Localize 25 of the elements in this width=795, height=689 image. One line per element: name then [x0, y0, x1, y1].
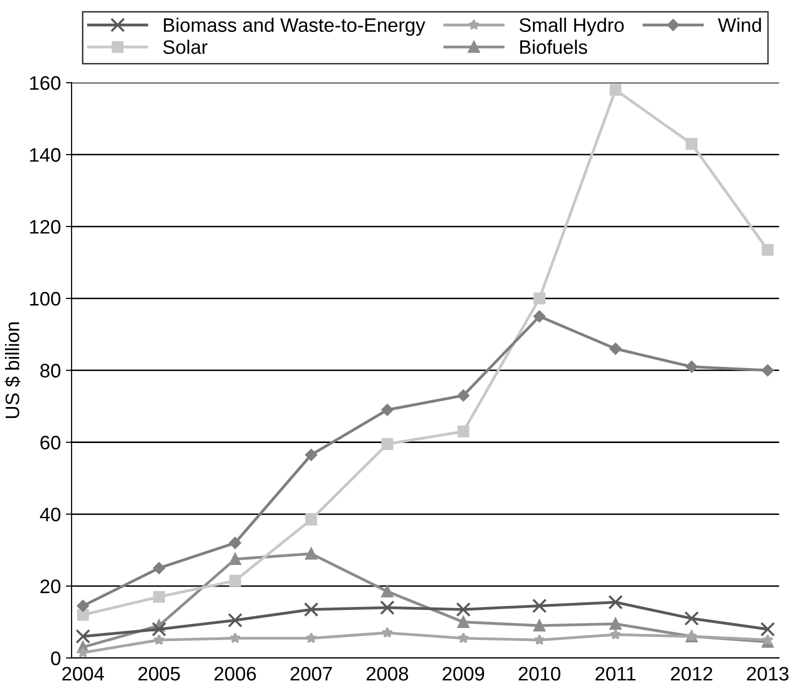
y-tick-label: 20	[40, 580, 60, 594]
x-tick-label: 2008	[366, 666, 408, 681]
legend-label: Wind	[718, 18, 761, 32]
x-tick-label: 2013	[747, 666, 788, 681]
x-tick-label: 2010	[518, 666, 560, 681]
x-tick-label: 2012	[670, 666, 712, 681]
y-tick-label: 40	[40, 508, 60, 522]
legend-label: Solar	[163, 40, 208, 54]
y-tick-label: 100	[30, 292, 60, 306]
y-tick-label: 160	[30, 76, 60, 90]
x-tick-label: 2011	[596, 666, 636, 681]
x-tick-label: 2007	[290, 666, 332, 681]
x-tick-label: 2005	[138, 666, 180, 681]
x-tick-label: 2006	[214, 666, 256, 681]
x-tick-label: 2009	[442, 666, 484, 681]
legend-label: Small Hydro	[520, 18, 624, 36]
y-tick-label: 60	[40, 436, 60, 450]
y-tick-label: 120	[30, 220, 60, 234]
y-tick-label: 80	[40, 364, 60, 378]
legend-label: Biofuels	[520, 40, 588, 54]
x-tick-label: 2004	[62, 666, 104, 681]
y-tick-label: 0	[51, 651, 60, 666]
y-axis-title: US $ billion	[4, 322, 20, 418]
legend-label: Biomass and Waste-to-Energy	[164, 18, 426, 36]
y-tick-label: 140	[30, 148, 60, 162]
